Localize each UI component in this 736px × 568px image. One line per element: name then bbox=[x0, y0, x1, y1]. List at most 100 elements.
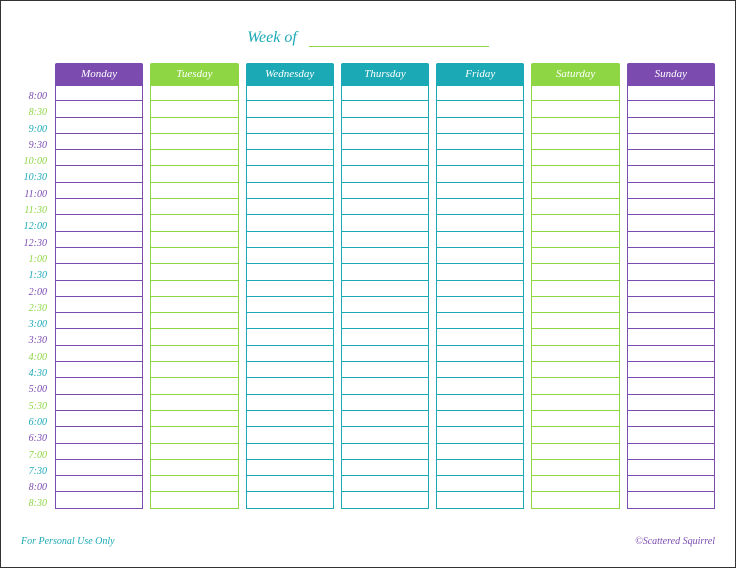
slot-row bbox=[246, 118, 334, 134]
title-underline bbox=[309, 33, 489, 47]
day-header: Friday bbox=[436, 63, 524, 85]
slot-row bbox=[531, 346, 619, 362]
slot-row bbox=[55, 492, 143, 508]
slot-row bbox=[531, 329, 619, 345]
time-column: 8:008:309:009:3010:0010:3011:0011:3012:0… bbox=[17, 89, 51, 513]
slot-row bbox=[627, 232, 715, 248]
slot-row bbox=[246, 329, 334, 345]
slot-row bbox=[246, 476, 334, 492]
slot-row bbox=[531, 460, 619, 476]
slot-row bbox=[531, 199, 619, 215]
slot-row bbox=[531, 248, 619, 264]
time-label: 12:30 bbox=[17, 236, 51, 252]
slot-row bbox=[341, 118, 429, 134]
slot-row bbox=[150, 264, 238, 280]
slot-row bbox=[55, 444, 143, 460]
time-label: 4:30 bbox=[17, 366, 51, 382]
slot-row bbox=[531, 101, 619, 117]
slot-row bbox=[150, 460, 238, 476]
slot-row bbox=[436, 215, 524, 231]
slot-row bbox=[246, 411, 334, 427]
slot-row bbox=[531, 118, 619, 134]
slot-row bbox=[531, 134, 619, 150]
slot-row bbox=[627, 411, 715, 427]
slot-row bbox=[436, 411, 524, 427]
slot-row bbox=[341, 476, 429, 492]
slot-row bbox=[150, 378, 238, 394]
slot-row bbox=[627, 362, 715, 378]
time-label: 5:00 bbox=[17, 382, 51, 398]
slot-row bbox=[246, 362, 334, 378]
slot-row bbox=[55, 118, 143, 134]
slot-row bbox=[436, 150, 524, 166]
time-label: 2:00 bbox=[17, 285, 51, 301]
day-column: Tuesday bbox=[150, 63, 238, 509]
time-label: 12:00 bbox=[17, 219, 51, 235]
time-label: 8:30 bbox=[17, 496, 51, 512]
slot-row bbox=[627, 444, 715, 460]
slot-row bbox=[246, 460, 334, 476]
slot-row bbox=[150, 101, 238, 117]
day-body bbox=[150, 85, 238, 509]
slot-row bbox=[246, 264, 334, 280]
day-body bbox=[627, 85, 715, 509]
time-label: 11:00 bbox=[17, 187, 51, 203]
day-column: Wednesday bbox=[246, 63, 334, 509]
slot-row bbox=[246, 346, 334, 362]
title-row: Week of bbox=[1, 29, 735, 47]
slot-row bbox=[150, 492, 238, 508]
day-header: Wednesday bbox=[246, 63, 334, 85]
slot-row bbox=[531, 281, 619, 297]
slot-row bbox=[341, 492, 429, 508]
slot-row bbox=[531, 476, 619, 492]
slot-row bbox=[436, 134, 524, 150]
time-label: 11:30 bbox=[17, 203, 51, 219]
slot-row bbox=[436, 281, 524, 297]
slot-row bbox=[531, 264, 619, 280]
slot-row bbox=[341, 297, 429, 313]
slot-row bbox=[55, 427, 143, 443]
slot-row bbox=[627, 346, 715, 362]
slot-row bbox=[246, 199, 334, 215]
slot-row bbox=[436, 427, 524, 443]
day-body bbox=[436, 85, 524, 509]
slot-row bbox=[246, 313, 334, 329]
slot-row bbox=[150, 215, 238, 231]
slot-row bbox=[55, 362, 143, 378]
slot-row bbox=[627, 264, 715, 280]
slot-row bbox=[246, 101, 334, 117]
slot-row bbox=[531, 313, 619, 329]
slot-row bbox=[150, 297, 238, 313]
slot-row bbox=[150, 476, 238, 492]
day-header: Saturday bbox=[531, 63, 619, 85]
time-label: 1:30 bbox=[17, 268, 51, 284]
slot-row bbox=[627, 297, 715, 313]
slot-row bbox=[627, 134, 715, 150]
slot-row bbox=[341, 248, 429, 264]
time-label: 5:30 bbox=[17, 399, 51, 415]
time-label: 6:00 bbox=[17, 415, 51, 431]
slot-row bbox=[55, 313, 143, 329]
slot-row bbox=[150, 134, 238, 150]
slot-row bbox=[150, 248, 238, 264]
footer-right: ©Scattered Squirrel bbox=[635, 536, 715, 547]
slot-row bbox=[341, 215, 429, 231]
time-label: 9:00 bbox=[17, 122, 51, 138]
slot-row bbox=[55, 411, 143, 427]
slot-row bbox=[531, 215, 619, 231]
slot-row bbox=[436, 166, 524, 182]
slot-row bbox=[341, 264, 429, 280]
slot-row bbox=[55, 329, 143, 345]
slot-row bbox=[627, 378, 715, 394]
slot-row bbox=[150, 362, 238, 378]
slot-row bbox=[246, 232, 334, 248]
slot-row bbox=[436, 362, 524, 378]
day-column: Saturday bbox=[531, 63, 619, 509]
day-column: Thursday bbox=[341, 63, 429, 509]
slot-row bbox=[531, 395, 619, 411]
slot-row bbox=[55, 460, 143, 476]
day-body bbox=[246, 85, 334, 509]
slot-row bbox=[627, 476, 715, 492]
slot-row bbox=[150, 281, 238, 297]
slot-row bbox=[246, 134, 334, 150]
